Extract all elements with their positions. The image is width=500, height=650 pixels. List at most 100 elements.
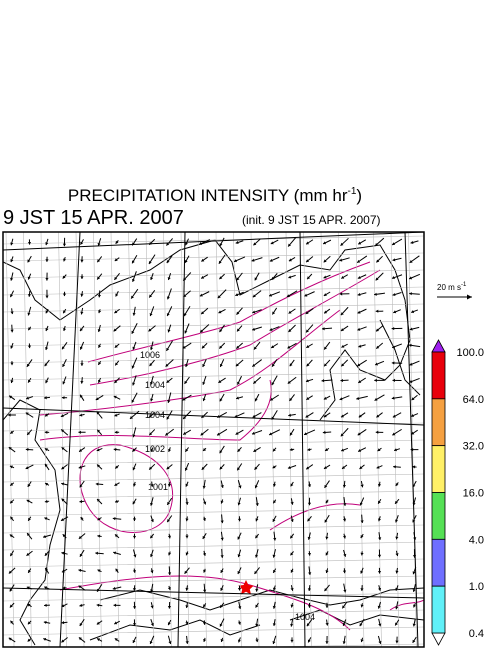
wind-arrow-head [252, 294, 256, 298]
wind-arrow-head [343, 589, 347, 593]
wind-arrow-head [412, 519, 416, 523]
wind-arrow-head [167, 483, 172, 487]
wind-arrow-head [61, 482, 65, 486]
wind-arrow-head [375, 242, 379, 246]
wind-arrow-head [236, 311, 240, 315]
wind-arrow-head [269, 432, 273, 436]
wind-arrow-head [235, 431, 239, 435]
wind-arrow-head [341, 344, 345, 348]
wind-arrow-head [26, 552, 30, 556]
wind-arrow-head [9, 604, 13, 608]
wind-arrow-head [253, 380, 257, 384]
wind-arrow-head [323, 275, 327, 279]
wind-arrow-head [166, 296, 170, 300]
wind-arrow-head [184, 380, 188, 384]
wind-arrow-head [78, 637, 82, 641]
wind-arrow-head [185, 552, 189, 556]
wind-arrow-head [288, 413, 292, 417]
wind-arrow-head [360, 588, 364, 591]
wind-arrow-head [359, 623, 363, 627]
wind-arrow-head [45, 347, 49, 350]
wind-arrow-head [342, 622, 346, 626]
wind-arrow-head [27, 259, 31, 263]
wind-arrow-head [43, 620, 47, 625]
graticule [75, 232, 85, 647]
wind-arrow-head [201, 275, 205, 279]
wind-arrow-head [168, 448, 172, 452]
wind-arrow-head [149, 640, 153, 644]
wind-arrow-head [10, 620, 14, 624]
graticule [3, 422, 424, 432]
wind-arrow-head [150, 589, 154, 593]
wind-arrow-head [132, 382, 136, 386]
wind-arrow-head [62, 381, 66, 385]
wind-arrow-head [9, 588, 13, 592]
wind-arrow-head [307, 276, 311, 280]
wind-arrow-head [220, 485, 224, 488]
graticule [3, 286, 424, 296]
wind-arrow-head [165, 363, 169, 367]
wind-arrow-head [273, 500, 277, 504]
wind-arrow-head [392, 432, 396, 436]
wind-arrow-head [201, 258, 205, 262]
wind-arrow-head [184, 330, 188, 334]
wind-arrow-head [290, 623, 294, 627]
graticule [5, 232, 15, 647]
wind-arrow-head [27, 431, 31, 435]
wind-arrow-head [96, 621, 100, 625]
map: 1006 1004 1004 1002 1001 1004 [2, 231, 425, 648]
wind-arrow-head [408, 343, 412, 347]
wind-arrow-head [341, 414, 345, 418]
vector-label-main: 20 m s [437, 283, 461, 292]
wind-arrow-head [377, 605, 381, 609]
wind-arrow-head [356, 396, 360, 401]
wind-arrow-head [378, 587, 382, 591]
wind-arrow-head [113, 447, 117, 452]
parallel [3, 232, 424, 251]
wind-arrow-head [342, 570, 347, 574]
wind-arrow-head [80, 293, 84, 297]
wind-arrow-head [148, 261, 152, 265]
wind-arrow-head [395, 587, 399, 591]
wind-arrow-head [43, 637, 47, 641]
wind-arrow-head [201, 345, 205, 349]
contour-label: 1006 [140, 350, 160, 360]
graticule [355, 232, 365, 647]
graticule [110, 232, 120, 647]
wind-arrow-head [323, 466, 327, 469]
graticule [3, 507, 424, 517]
wind-arrow-head [411, 310, 415, 314]
wind-arrow-head [114, 344, 118, 348]
wind-arrow-head [360, 484, 364, 488]
wind-arrow-head [97, 294, 102, 298]
wind-arrow-head [253, 346, 257, 350]
wind-arrow-head [80, 328, 83, 332]
colorbar-label: 0.4 [469, 628, 484, 640]
wind-arrow-head [325, 500, 329, 504]
wind-arrow-head [375, 430, 379, 434]
wind-arrow-head [115, 240, 119, 244]
wind-arrow-head [322, 430, 326, 435]
wind-arrow-head [306, 466, 310, 470]
isobar [79, 444, 174, 533]
wind-arrow-head [360, 535, 364, 539]
wind-arrow-head [374, 292, 377, 296]
wind-arrow-head [168, 552, 172, 556]
wind-arrow-head [45, 482, 49, 486]
wind-arrow-head [61, 569, 65, 573]
wind-arrow-head [307, 518, 311, 522]
wind-arrow-head [288, 243, 292, 247]
wind-arrow-head [63, 258, 67, 262]
wind-arrow-head [44, 517, 48, 521]
wind-arrow-head [149, 381, 153, 385]
wind-arrow-head [288, 275, 292, 279]
wind-arrow-head [395, 640, 399, 644]
wind-arrow-head [413, 537, 417, 541]
wind-arrow-head [254, 277, 258, 281]
wind-arrow-head [97, 517, 101, 521]
colorbar: 100.0 64.0 32.0 16.0 4.0 1.0 0.4 [431, 339, 484, 646]
graticule [3, 592, 424, 602]
wind-arrow-head [271, 382, 275, 386]
wind-arrow-head [60, 414, 64, 418]
wind-arrow-head [44, 586, 48, 590]
